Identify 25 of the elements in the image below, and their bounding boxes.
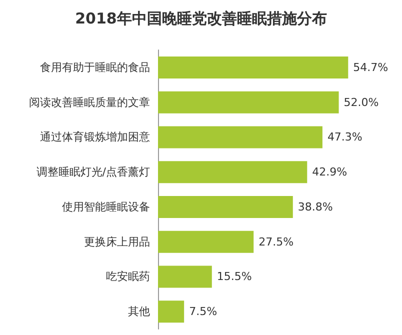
y-tick-label: 调整睡眠灯光/点香薰灯 — [36, 166, 150, 179]
y-tick-label: 吃安眠药 — [106, 270, 150, 284]
bar — [158, 126, 322, 148]
data-label: 38.8% — [298, 200, 333, 214]
data-label: 54.7% — [353, 60, 388, 74]
y-tick-label: 其他 — [128, 305, 150, 318]
bar — [158, 161, 308, 184]
bar — [158, 300, 184, 323]
bar — [158, 56, 348, 78]
data-label: 15.5% — [216, 270, 252, 284]
data-label: 27.5% — [258, 235, 294, 248]
chart-title: 2018年中国晚睡党改善睡眠措施分布 — [75, 10, 327, 28]
y-tick-label: 使用智能睡眠设备 — [62, 200, 150, 214]
data-label: 7.5% — [189, 305, 218, 318]
data-label: 52.0% — [344, 96, 379, 109]
bar — [158, 230, 254, 253]
y-tick-label: 通过体育锻炼增加困意 — [40, 130, 150, 144]
y-tick-label: 食用有助于睡眠的食品 — [40, 60, 150, 74]
data-label: 42.9% — [312, 166, 348, 179]
bar — [158, 91, 339, 114]
data-label: 47.3% — [327, 130, 362, 144]
bar — [158, 266, 212, 288]
y-tick-label: 阅读改善睡眠质量的文章 — [29, 96, 150, 109]
bar — [158, 196, 293, 218]
y-tick-label: 更换床上用品 — [84, 235, 150, 248]
